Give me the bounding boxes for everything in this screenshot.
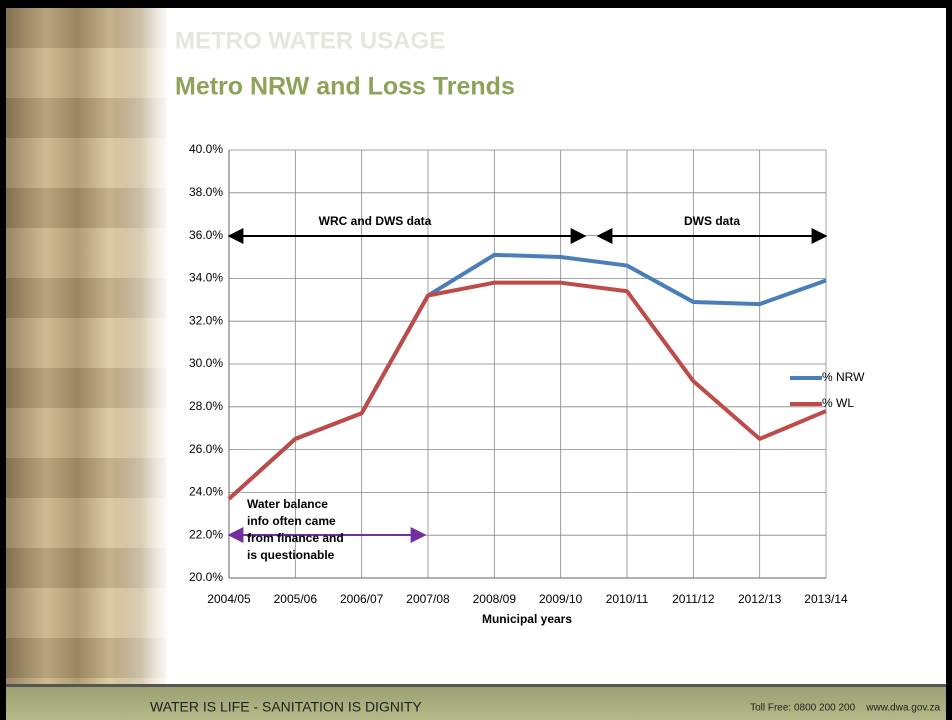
annotation: WRC and DWS data: [319, 214, 432, 228]
y-tick-label: 34.0%: [189, 271, 223, 285]
annotation-line: Water balance: [247, 497, 328, 511]
y-tick-label: 40.0%: [189, 142, 223, 156]
chart-title: Metro NRW and Loss Trends: [175, 73, 515, 101]
series-line: [227, 280, 827, 501]
y-tick-label: 38.0%: [189, 185, 223, 199]
x-tick-label: 2009/10: [539, 592, 583, 606]
footer-left: WATER IS LIFE - SANITATION IS DIGNITY: [150, 699, 422, 715]
x-tick-label: 2007/08: [406, 592, 450, 606]
photo-fade: [116, 8, 176, 684]
y-tick-label: 36.0%: [189, 228, 223, 242]
footer-right: Toll Free: 0800 200 200 www.dwa.gov.za: [750, 703, 940, 714]
x-tick-label: 2012/13: [738, 592, 782, 606]
annotation: DWS data: [684, 214, 740, 228]
x-tick-label: 2008/09: [473, 592, 517, 606]
annotation-line: from finance and: [247, 531, 344, 545]
y-tick-label: 24.0%: [189, 485, 223, 499]
y-tick-label: 20.0%: [189, 570, 223, 584]
x-tick-label: 2010/11: [606, 592, 649, 606]
y-tick-label: 30.0%: [189, 356, 223, 370]
x-tick-label: 2013/14: [804, 592, 848, 606]
y-tick-label: 28.0%: [189, 399, 223, 413]
x-tick-label: 2004/05: [207, 592, 251, 606]
legend-label: % NRW: [822, 370, 865, 384]
footer-bar: [6, 684, 946, 720]
x-tick-label: 2006/07: [340, 592, 384, 606]
x-tick-label: 2005/06: [274, 592, 318, 606]
y-tick-label: 26.0%: [189, 442, 223, 456]
annotation-line: is questionable: [247, 548, 335, 562]
y-tick-label: 22.0%: [189, 527, 223, 541]
section-title: METRO WATER USAGE: [175, 27, 445, 54]
legend-label: % WL: [822, 396, 854, 410]
y-tick-label: 32.0%: [189, 313, 223, 327]
x-tick-label: 2011/12: [672, 592, 715, 606]
x-axis-label: Municipal years: [482, 612, 572, 626]
series-line: [227, 252, 827, 501]
annotation-line: info often came: [247, 514, 336, 528]
